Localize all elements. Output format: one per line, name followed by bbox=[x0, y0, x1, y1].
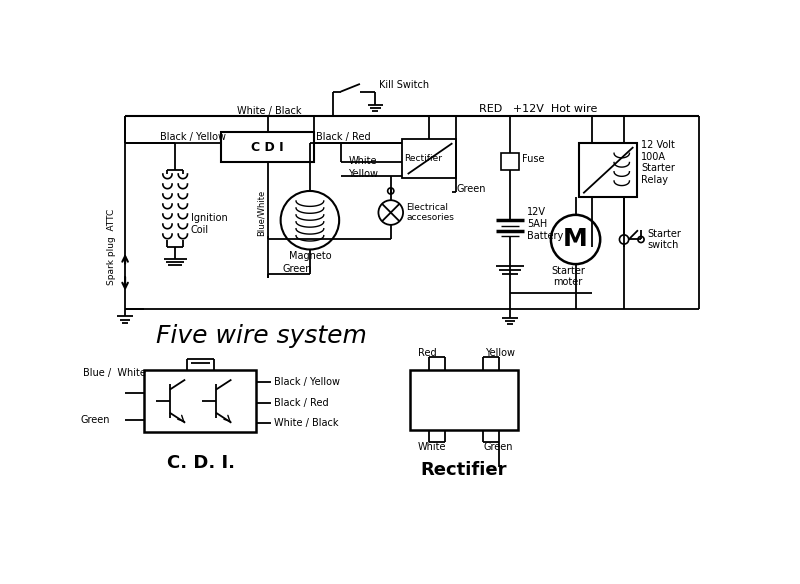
Text: Green: Green bbox=[456, 185, 486, 194]
Text: C. D. I.: C. D. I. bbox=[166, 454, 234, 472]
Text: Black / Yellow: Black / Yellow bbox=[160, 132, 226, 142]
Text: Spark plug  ATTC: Spark plug ATTC bbox=[106, 209, 116, 286]
Text: C D I: C D I bbox=[251, 141, 284, 154]
Text: Yellow: Yellow bbox=[349, 169, 378, 179]
Text: Starter
switch: Starter switch bbox=[647, 229, 681, 251]
Text: Kill Switch: Kill Switch bbox=[379, 81, 430, 91]
Text: Yellow: Yellow bbox=[486, 349, 515, 359]
Text: Rectifier: Rectifier bbox=[405, 154, 442, 163]
Text: Rectifier: Rectifier bbox=[421, 461, 507, 479]
Text: White / Black: White / Black bbox=[237, 106, 302, 116]
Text: Black / Red: Black / Red bbox=[316, 132, 370, 142]
Text: Blue/White: Blue/White bbox=[257, 189, 266, 236]
Circle shape bbox=[281, 191, 339, 249]
Text: RED   +12V  Hot wire: RED +12V Hot wire bbox=[479, 103, 598, 113]
Bar bbox=[501, 153, 519, 170]
Text: Five wire system: Five wire system bbox=[156, 324, 366, 347]
Text: Starter
moter: Starter moter bbox=[551, 266, 585, 287]
Bar bbox=[410, 370, 518, 430]
Text: 12V
5AH
Battery: 12V 5AH Battery bbox=[527, 207, 563, 241]
Text: Blue /  White: Blue / White bbox=[82, 368, 146, 378]
Text: 12 Volt
100A
Starter
Relay: 12 Volt 100A Starter Relay bbox=[641, 140, 675, 185]
Text: Electrical
accesories: Electrical accesories bbox=[406, 203, 454, 223]
Text: Fuse: Fuse bbox=[522, 154, 544, 164]
Text: White: White bbox=[418, 443, 446, 453]
Text: White / Black: White / Black bbox=[274, 418, 338, 427]
Bar bbox=[402, 140, 456, 178]
Text: Green: Green bbox=[483, 443, 513, 453]
Circle shape bbox=[378, 200, 403, 225]
Text: Black / Red: Black / Red bbox=[274, 398, 328, 408]
Bar bbox=[144, 370, 256, 432]
Text: M: M bbox=[563, 228, 588, 252]
Circle shape bbox=[619, 235, 629, 244]
Text: Green: Green bbox=[283, 264, 313, 274]
Text: White: White bbox=[349, 156, 377, 166]
Circle shape bbox=[638, 237, 644, 242]
Bar bbox=[579, 143, 637, 197]
Bar bbox=[222, 131, 314, 162]
Circle shape bbox=[551, 215, 600, 264]
Text: Green: Green bbox=[80, 415, 110, 425]
Text: Ignition
Coil: Ignition Coil bbox=[190, 213, 227, 235]
Circle shape bbox=[388, 188, 394, 194]
Text: Black / Yellow: Black / Yellow bbox=[274, 377, 340, 387]
Text: Magneto: Magneto bbox=[289, 252, 331, 262]
Text: Red: Red bbox=[418, 349, 436, 359]
